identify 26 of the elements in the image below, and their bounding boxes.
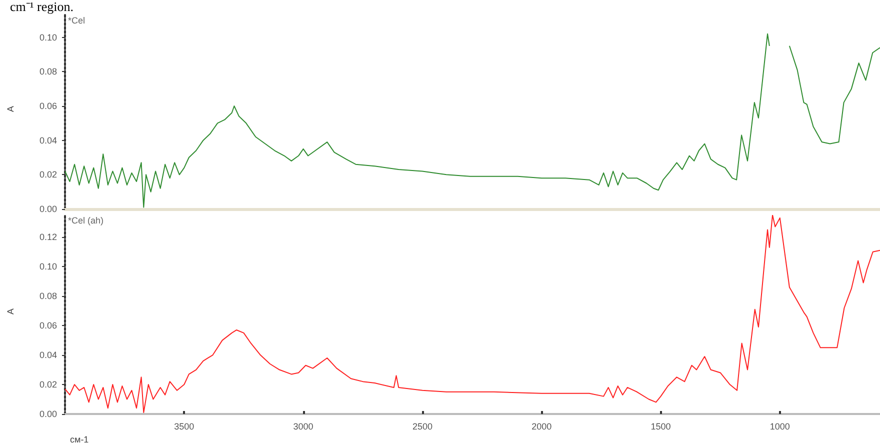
chart-title: *Cel (ah)	[68, 216, 104, 226]
y-tick-label: 0.08	[39, 291, 57, 302]
y-tick-label: 0.06	[39, 320, 57, 331]
x-tick-label: 2500	[412, 422, 432, 432]
y-tick-label: 0.02	[39, 380, 57, 390]
x-axis-title: см-1	[70, 434, 89, 444]
x-tick-label: 3500	[174, 422, 194, 432]
y-tick-label: 0.08	[39, 66, 57, 77]
y-tick-label: 0.12	[39, 232, 57, 242]
y-tick-label: 0.10	[39, 262, 57, 272]
y-axis-title: A	[6, 308, 16, 315]
chart-title: *Cel	[68, 16, 86, 26]
x-tick-label: 3000	[293, 422, 314, 432]
y-tick-label: 0.02	[39, 170, 57, 180]
x-tick-label: 1500	[650, 422, 671, 432]
x-tick-label: 1000	[770, 422, 790, 432]
line-series	[64, 215, 880, 414]
y-tick-label: 0.04	[39, 350, 57, 360]
y-tick-label: 0.00	[39, 409, 57, 419]
y-tick-label: 0.10	[39, 32, 57, 42]
y-tick-label: 0.00	[39, 204, 57, 214]
y-tick-label: 0.04	[39, 135, 57, 146]
y-tick-label: 0.06	[39, 100, 57, 111]
y-axis-title: A	[6, 106, 16, 112]
text: cm⁻¹ region.	[10, 0, 74, 14]
x-tick-label: 2000	[532, 422, 552, 432]
